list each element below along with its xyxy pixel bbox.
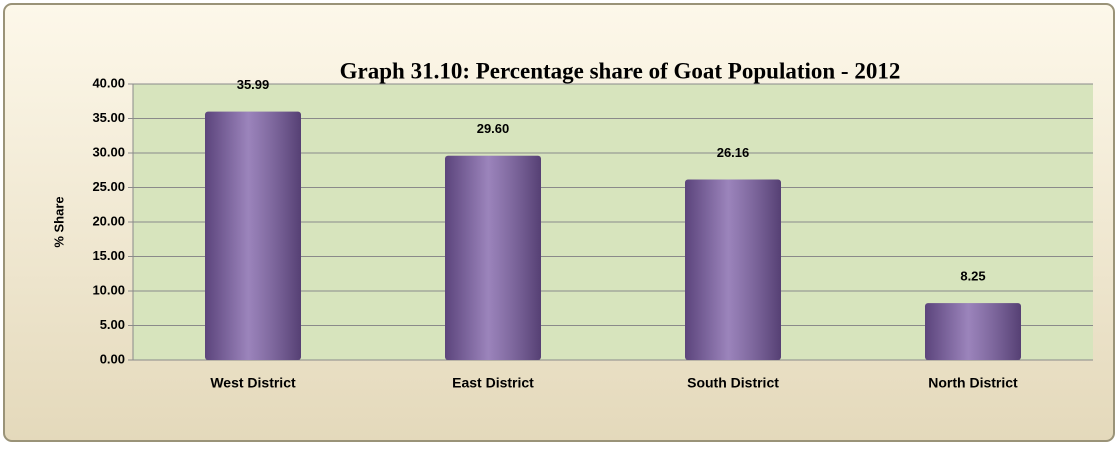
y-tick-label: 35.00	[92, 110, 125, 125]
y-tick-label: 15.00	[92, 248, 125, 263]
y-tick-label: 40.00	[92, 75, 125, 90]
x-tick-label: East District	[452, 375, 534, 391]
y-axis-label: % Share	[51, 196, 66, 247]
value-label: 8.25	[960, 269, 985, 284]
x-tick-label: South District	[687, 375, 779, 391]
y-tick-label: 25.00	[92, 179, 125, 194]
y-tick-label: 5.00	[100, 317, 125, 332]
x-tick-label: West District	[210, 375, 296, 391]
y-tick-label: 10.00	[92, 282, 125, 297]
y-tick-label: 0.00	[100, 351, 125, 366]
y-tick-label: 20.00	[92, 213, 125, 228]
value-label: 29.60	[477, 121, 510, 136]
bar-shine	[445, 155, 541, 360]
chart-title: Graph 31.10: Percentage share of Goat Po…	[340, 58, 901, 83]
value-label: 35.99	[237, 77, 270, 92]
y-tick-label: 30.00	[92, 144, 125, 159]
bar-shine	[925, 303, 1021, 360]
value-label: 26.16	[717, 145, 750, 160]
bar-shine	[205, 111, 301, 360]
x-tick-label: North District	[928, 375, 1018, 391]
bar-shine	[685, 179, 781, 360]
